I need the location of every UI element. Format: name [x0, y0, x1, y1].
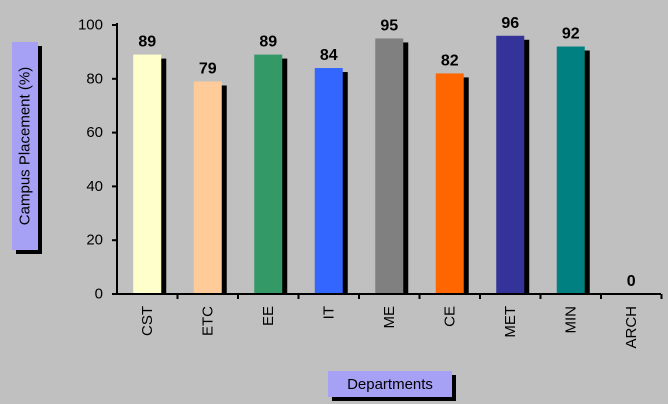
x-tick-label: CST — [139, 306, 156, 336]
data-label: 82 — [441, 52, 459, 69]
x-axis-label: Departments — [328, 371, 452, 397]
bars-group — [133, 35, 590, 295]
x-tick-label: ME — [381, 306, 398, 329]
bar-me — [375, 38, 404, 295]
x-tick-label: ARCH — [623, 306, 640, 349]
x-tick-label: ETC — [199, 306, 216, 336]
y-tick-label: 60 — [86, 124, 103, 141]
data-label: 89 — [259, 34, 277, 51]
y-tick-label: 40 — [86, 178, 103, 195]
y-axis-label: Campus Placement (%) — [16, 66, 34, 226]
x-tick-label: MIN — [562, 306, 579, 334]
y-tick-label: 20 — [86, 232, 103, 249]
bar-cst — [133, 54, 162, 295]
data-label: 0 — [627, 273, 636, 290]
y-tick-label: 0 — [95, 286, 103, 303]
bar-etc — [193, 81, 222, 295]
y-tick-label: 80 — [86, 70, 103, 87]
axes-group — [112, 23, 663, 299]
data-label: 92 — [562, 26, 580, 43]
data-label: 79 — [199, 60, 217, 77]
bar-min — [556, 46, 585, 294]
y-axis-label-box — [12, 42, 38, 250]
bar-ee — [254, 54, 283, 295]
data-label: 84 — [320, 47, 338, 64]
data-label: 95 — [380, 17, 398, 34]
bar-it — [314, 68, 343, 294]
bar-met — [496, 35, 525, 294]
bar-ce — [435, 73, 464, 294]
y-tick-label: 100 — [78, 17, 103, 34]
x-tick-label: CE — [441, 306, 458, 327]
data-label: 89 — [138, 34, 156, 51]
x-tick-label: MET — [502, 306, 519, 338]
labels-group: 89 CST 79 ETC 89 EE 84 IT 95 ME 82 CE 96 MET 92 MIN 0 ARC… — [78, 15, 640, 349]
data-label: 96 — [501, 15, 519, 32]
x-tick-label: IT — [320, 306, 337, 319]
x-tick-label: EE — [260, 306, 277, 326]
